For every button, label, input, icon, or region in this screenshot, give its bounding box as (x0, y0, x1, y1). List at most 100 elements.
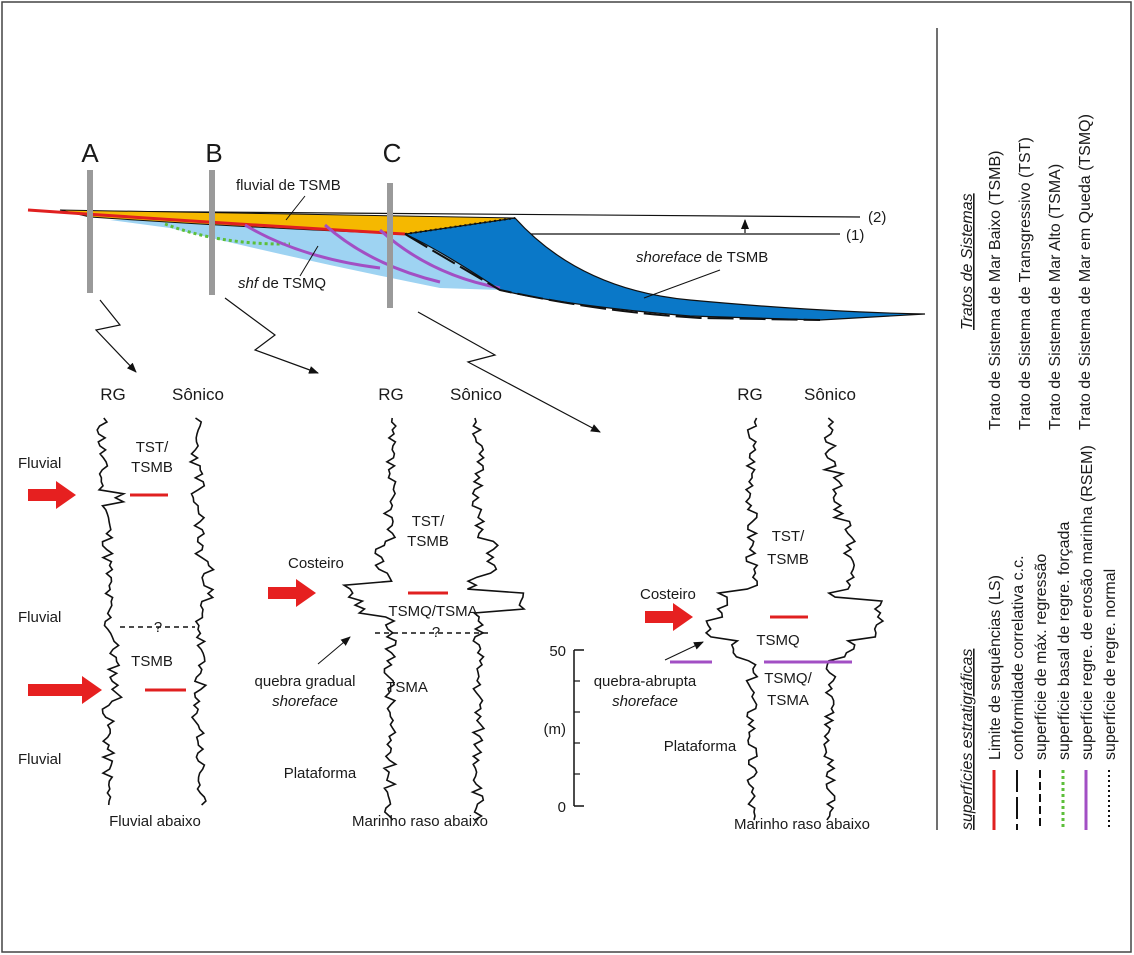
col1-rg-log (96, 417, 127, 806)
col3-tract-lower-2: TSMA (767, 692, 809, 709)
max-regression-surface (404, 233, 821, 321)
col2-tract-mid: TSMQ/TSMA (388, 603, 477, 620)
superficies-title: superfícies estratigráficas (959, 649, 976, 830)
shf-rest: de TSMQ (258, 275, 326, 292)
trato-item-1: Trato de Sistema de Transgressivo (TST) (1017, 137, 1034, 430)
col3-rg-header: RG (737, 385, 763, 404)
forced-regression-surface (164, 222, 291, 246)
fluvial-leader (285, 195, 306, 221)
col2-tract-lower: TSMA (386, 679, 428, 696)
superficie-item-2: superfície de máx. regressão (1033, 554, 1050, 760)
col2-sonico-header: Sônico (450, 385, 502, 404)
col1-caption: Fluvial abaixo (109, 813, 201, 830)
superficie-item-1: conformidade correlativa c.c. (1010, 555, 1027, 760)
trato-label-3: Trato de Sistema de Mar em Queda (TSMQ) (1077, 114, 1094, 430)
rsem-line-1 (244, 223, 381, 270)
superficie-label-2: superfície de máx. regressão (1033, 554, 1050, 760)
fluvial-tsmb-label: fluvial de TSMB (236, 177, 341, 194)
col2-plataforma: Plataforma (284, 765, 357, 782)
level-1-label: (1) (846, 227, 864, 244)
trato-item-2: Trato de Sistema de Mar Alto (TSMA) (1047, 164, 1064, 430)
shoreface-italic: shoreface (636, 249, 702, 266)
superficie-item-4: superfície regre. de erosão marinha (RSE… (1079, 445, 1096, 760)
normal-regression-surface (404, 217, 516, 235)
trato-label-0: Trato de Sistema de Mar Baixo (TSMB) (987, 151, 1004, 431)
superficies-title-group: superfícies estratigráficas (959, 649, 976, 830)
col3-arrow-icon (645, 603, 693, 631)
superficie-item-3: superfície basal de regre. forçada (1056, 522, 1073, 760)
trato-item-3: Trato de Sistema de Mar em Queda (TSMQ) (1077, 114, 1094, 430)
superficie-label-1: conformidade correlativa c.c. (1010, 555, 1027, 760)
col3-costeiro: Costeiro (640, 586, 696, 603)
superficie-label-0: Limite de sequências (LS) (987, 575, 1004, 760)
superficie-label-5: superfície de regre. normal (1102, 569, 1119, 760)
legend: Tratos de Sistemas Trato de Sistema de M… (936, 28, 1119, 830)
connector-a (94, 299, 137, 373)
shf-leader (299, 245, 319, 277)
cross-section: A B C fluvial de TSMB shf de TSMQ shoref… (27, 138, 926, 321)
well-to-log-connectors (94, 297, 601, 433)
col3-sonico-header: Sônico (804, 385, 856, 404)
scale-unit-label: (m) (544, 721, 567, 738)
col1-tract-lower: TSMB (131, 653, 173, 670)
level-2-label: (2) (868, 209, 886, 226)
sequence-boundary-line (27, 208, 406, 236)
shf-tsmq-label: shf de TSMQ (238, 275, 326, 292)
col3-quebra-2: shoreface (612, 693, 678, 710)
col2-question: ? (432, 624, 440, 641)
scale-bottom-label: 0 (558, 799, 566, 816)
col2-rg-header: RG (378, 385, 404, 404)
connector-b (224, 297, 319, 374)
connector-c (417, 311, 601, 433)
superficie-label-3: superfície basal de regre. forçada (1056, 522, 1073, 760)
well-b-label: B (205, 138, 222, 168)
col2-quebra-arrow (317, 636, 351, 665)
col2-tract-upper-1: TST/ (412, 513, 445, 530)
col3-plataforma: Plataforma (664, 738, 737, 755)
col1-arrow-top-icon (28, 481, 76, 509)
col1-sonico-log (188, 417, 216, 806)
col3-tract-mid: TSMQ (756, 632, 799, 649)
trato-label-2: Trato de Sistema de Mar Alto (TSMA) (1047, 164, 1064, 430)
col2-rg-log (341, 417, 398, 821)
log-column-marinho-2: RG Sônico TST/ TSMB Costeiro TSMQ quebra… (544, 385, 885, 833)
col2-sonico-log (466, 417, 526, 821)
col3-caption: Marinho raso abaixo (734, 816, 870, 833)
col3-tract-upper-1: TST/ (772, 528, 805, 545)
col1-question: ? (154, 619, 162, 636)
col1-fluvial-top: Fluvial (18, 455, 61, 472)
log-column-fluvial: RG Sônico Fluvial Fluvial Fluvial TST/ T… (18, 385, 224, 830)
col1-sonico-header: Sônico (172, 385, 224, 404)
shoreface-leader (643, 269, 721, 299)
shoreface-tsmb-label: shoreface de TSMB (636, 249, 768, 266)
col3-quebra-1: quebra-abrupta (594, 673, 697, 690)
well-c-label: C (383, 138, 402, 168)
col3-sonico-log (821, 417, 885, 821)
superficie-item-0: Limite de sequências (LS) (987, 575, 1004, 760)
col1-tract-upper-1: TST/ (136, 439, 169, 456)
shf-italic: shf (238, 275, 260, 292)
col2-arrow-icon (268, 579, 316, 607)
scale-top-label: 50 (549, 643, 566, 660)
col1-fluvial-mid: Fluvial (18, 609, 61, 626)
col1-rg-header: RG (100, 385, 126, 404)
rsem-line-2 (324, 223, 441, 284)
col1-arrow-bottom-icon (28, 676, 102, 704)
col3-rg-log (704, 417, 759, 821)
shoreface-rest: de TSMB (702, 249, 768, 266)
col2-tract-upper-2: TSMB (407, 533, 449, 550)
superficie-label-4: superfície regre. de erosão marinha (RSE… (1079, 445, 1096, 760)
trato-label-1: Trato de Sistema de Transgressivo (TST) (1017, 137, 1034, 430)
col2-quebra-2: shoreface (272, 693, 338, 710)
log-column-marinho-1: RG Sônico TST/ TSMB Costeiro TSMQ/TSMA ?… (255, 385, 526, 830)
col3-tract-lower-1: TSMQ/ (764, 670, 812, 687)
col3-quebra-arrow (664, 641, 704, 661)
col3-tract-upper-2: TSMB (767, 551, 809, 568)
col2-quebra-1: quebra gradual (255, 673, 356, 690)
col2-costeiro: Costeiro (288, 555, 344, 572)
tratos-title: Tratos de Sistemas (959, 193, 976, 330)
superficie-item-5: superfície de regre. normal (1102, 569, 1119, 760)
col1-fluvial-bot: Fluvial (18, 751, 61, 768)
